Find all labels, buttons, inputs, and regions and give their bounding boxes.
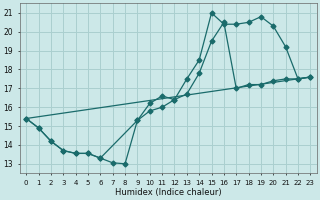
X-axis label: Humidex (Indice chaleur): Humidex (Indice chaleur): [115, 188, 221, 197]
